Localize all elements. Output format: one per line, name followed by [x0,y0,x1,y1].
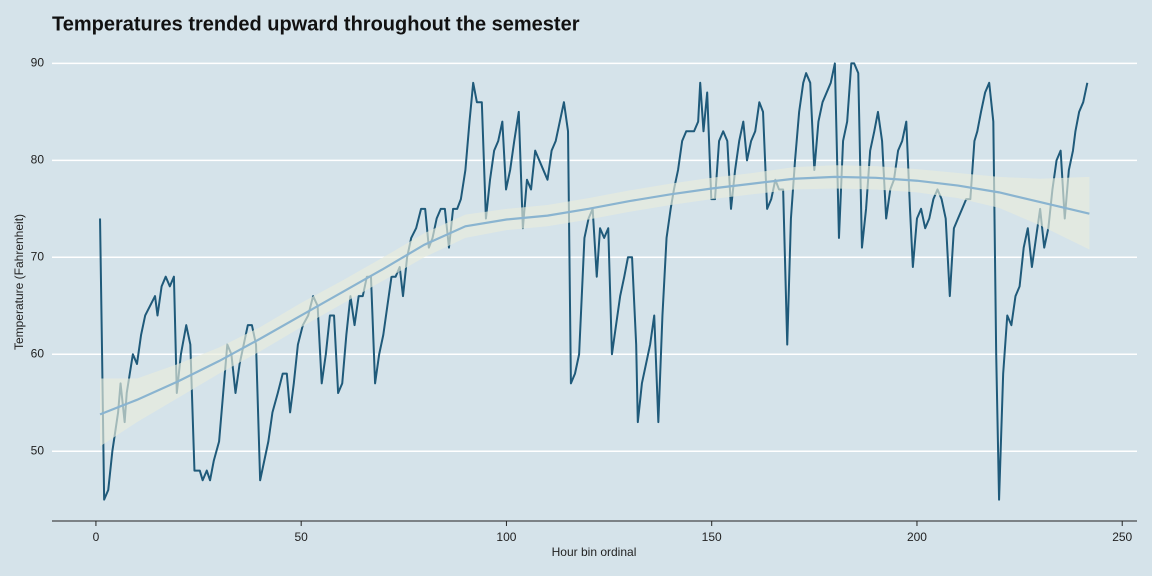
x-axis-label: Hour bin ordinal [552,545,637,559]
y-tick-label: 60 [31,346,45,360]
x-tick-label: 0 [93,530,100,544]
y-tick-label: 80 [31,153,45,167]
y-tick-label: 70 [31,249,45,263]
y-axis-label: Temperature (Fahrenheit) [12,214,26,350]
x-tick-label: 50 [295,530,309,544]
confidence-band [100,165,1090,447]
y-tick-label: 90 [31,56,45,70]
x-tick-label: 200 [907,530,927,544]
x-tick-label: 150 [702,530,722,544]
data-line [99,62,1089,501]
smooth-line [99,175,1090,416]
x-tick-label: 100 [496,530,516,544]
chart-title: Temperatures trended upward throughout t… [52,13,580,35]
y-tick-label: 50 [31,443,45,457]
x-tick-label: 250 [1112,530,1132,544]
